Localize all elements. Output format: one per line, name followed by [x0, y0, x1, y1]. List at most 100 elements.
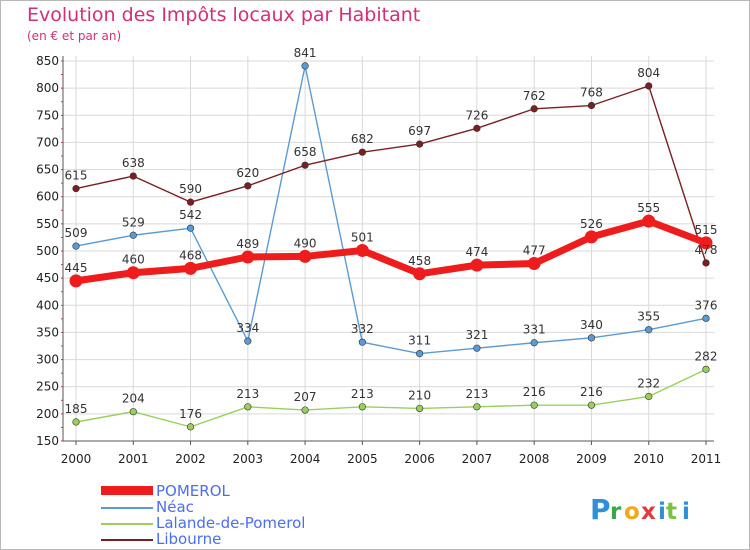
legend-swatch-pomerol [101, 486, 153, 495]
point-lalande-de-pomerol-2002 [186, 423, 195, 431]
data-label-n-ac-2005: 332 [351, 322, 374, 336]
data-label-n-ac-2010: 355 [637, 310, 660, 324]
data-label-pomerol-2009: 526 [580, 217, 603, 231]
legend-label-lalande: Lalande-de-Pomerol [156, 514, 306, 532]
x-tick-label-2006: 2006 [404, 452, 435, 466]
y-tick-label-700: 700 [36, 135, 59, 149]
data-label-n-ac-2009: 340 [580, 318, 603, 332]
data-label-libourne-2004: 658 [294, 145, 317, 159]
point-pomerol-2002 [184, 261, 198, 275]
logo-letter: i [682, 499, 690, 525]
data-label-pomerol-2000: 445 [65, 261, 88, 275]
point-pomerol-2008 [527, 256, 541, 270]
legend-swatch-libourne [101, 539, 153, 541]
data-label-pomerol-2010: 555 [637, 201, 660, 215]
point-libourne-2003 [244, 182, 252, 190]
point-n-ac-2009 [587, 334, 596, 342]
point-libourne-2007 [473, 124, 481, 132]
data-label-libourne-2011: 478 [695, 243, 718, 257]
logo-letter: r [610, 499, 622, 525]
data-label-pomerol-2003: 489 [236, 237, 259, 251]
point-lalande-de-pomerol-2010 [645, 392, 653, 401]
logo-letter: o [624, 499, 640, 525]
data-label-n-ac-2002: 542 [179, 208, 202, 222]
legend-label-neac: Néac [156, 498, 194, 516]
legend-label-pomerol: POMEROL [156, 482, 230, 500]
y-tick-label-350: 350 [36, 325, 59, 339]
x-tick-label-2011: 2011 [691, 452, 722, 466]
plot-area [63, 56, 714, 441]
x-tick-label-2002: 2002 [175, 452, 206, 466]
point-libourne-2008 [530, 105, 538, 113]
point-libourne-2000 [72, 184, 80, 193]
data-label-lalande-de-pomerol-2007: 213 [465, 387, 488, 401]
point-pomerol-2011 [699, 236, 713, 250]
data-label-lalande-de-pomerol-2003: 213 [236, 387, 259, 401]
point-n-ac-2000 [72, 242, 80, 250]
y-tick-label-450: 450 [36, 271, 59, 285]
data-label-n-ac-2011: 376 [695, 298, 718, 312]
series-line-libourne [75, 85, 707, 264]
data-label-lalande-de-pomerol-2001: 204 [122, 392, 145, 406]
data-label-pomerol-2002: 468 [179, 248, 202, 262]
data-label-pomerol-2005: 501 [351, 230, 374, 244]
series-line-n-ac [75, 65, 707, 355]
y-tick-label-850: 850 [36, 54, 59, 68]
y-tick-label-650: 650 [36, 163, 59, 177]
point-n-ac-2011 [702, 314, 710, 322]
point-n-ac-2002 [186, 224, 195, 232]
point-n-ac-2004 [301, 62, 309, 70]
data-label-pomerol-2004: 490 [294, 236, 317, 250]
point-pomerol-2001 [126, 266, 140, 280]
data-label-libourne-2002: 590 [179, 182, 202, 196]
data-label-n-ac-2000: 509 [65, 226, 88, 240]
x-tick-label-2009: 2009 [576, 452, 607, 466]
data-label-lalande-de-pomerol-2000: 185 [65, 402, 88, 416]
point-lalande-de-pomerol-2008 [530, 401, 538, 409]
point-lalande-de-pomerol-2006 [416, 404, 424, 413]
x-tick-label-2005: 2005 [347, 452, 378, 466]
data-label-pomerol-2006: 458 [408, 254, 431, 268]
data-label-lalande-de-pomerol-2004: 207 [294, 390, 317, 404]
point-pomerol-2010 [642, 214, 656, 228]
point-lalande-de-pomerol-2000 [72, 418, 80, 426]
point-libourne-2002 [186, 198, 195, 206]
point-pomerol-2000 [69, 274, 83, 288]
y-tick-label-800: 800 [36, 81, 59, 95]
y-tick-label-250: 250 [36, 380, 59, 394]
point-n-ac-2001 [129, 231, 137, 239]
y-tick-label-600: 600 [36, 190, 59, 204]
data-label-pomerol-2008: 477 [523, 243, 546, 257]
logo-letter: i [658, 499, 666, 525]
x-tick-label-2004: 2004 [290, 452, 321, 466]
data-label-libourne-2003: 620 [236, 166, 259, 180]
point-libourne-2010 [645, 82, 653, 90]
logo-letter: t [666, 499, 677, 525]
logo-letter: P [590, 493, 611, 526]
x-tick-label-2007: 2007 [462, 452, 493, 466]
data-label-n-ac-2003: 334 [236, 321, 259, 335]
y-tick-label-200: 200 [36, 407, 59, 421]
point-pomerol-2005 [355, 243, 369, 257]
chart-subtitle: (en € et par an) [27, 29, 122, 43]
logo-letter: x [641, 499, 656, 525]
series-line-pomerol [72, 217, 710, 285]
point-n-ac-2005 [358, 338, 366, 346]
data-label-libourne-2009: 768 [580, 86, 603, 100]
data-label-lalande-de-pomerol-2011: 282 [695, 349, 718, 363]
data-label-n-ac-2007: 321 [465, 328, 488, 342]
point-lalande-de-pomerol-2003 [244, 403, 252, 411]
point-libourne-2005 [358, 148, 366, 156]
point-pomerol-2003 [241, 250, 255, 264]
data-label-libourne-2006: 697 [408, 124, 431, 138]
point-n-ac-2006 [416, 350, 424, 358]
point-lalande-de-pomerol-2007 [473, 403, 481, 411]
x-tick-label-2003: 2003 [233, 452, 264, 466]
chart-title: Evolution des Impôts locaux par Habitant [27, 4, 421, 26]
y-tick-label-500: 500 [36, 244, 59, 258]
point-libourne-2011 [702, 259, 710, 267]
data-label-n-ac-2001: 529 [122, 215, 145, 229]
